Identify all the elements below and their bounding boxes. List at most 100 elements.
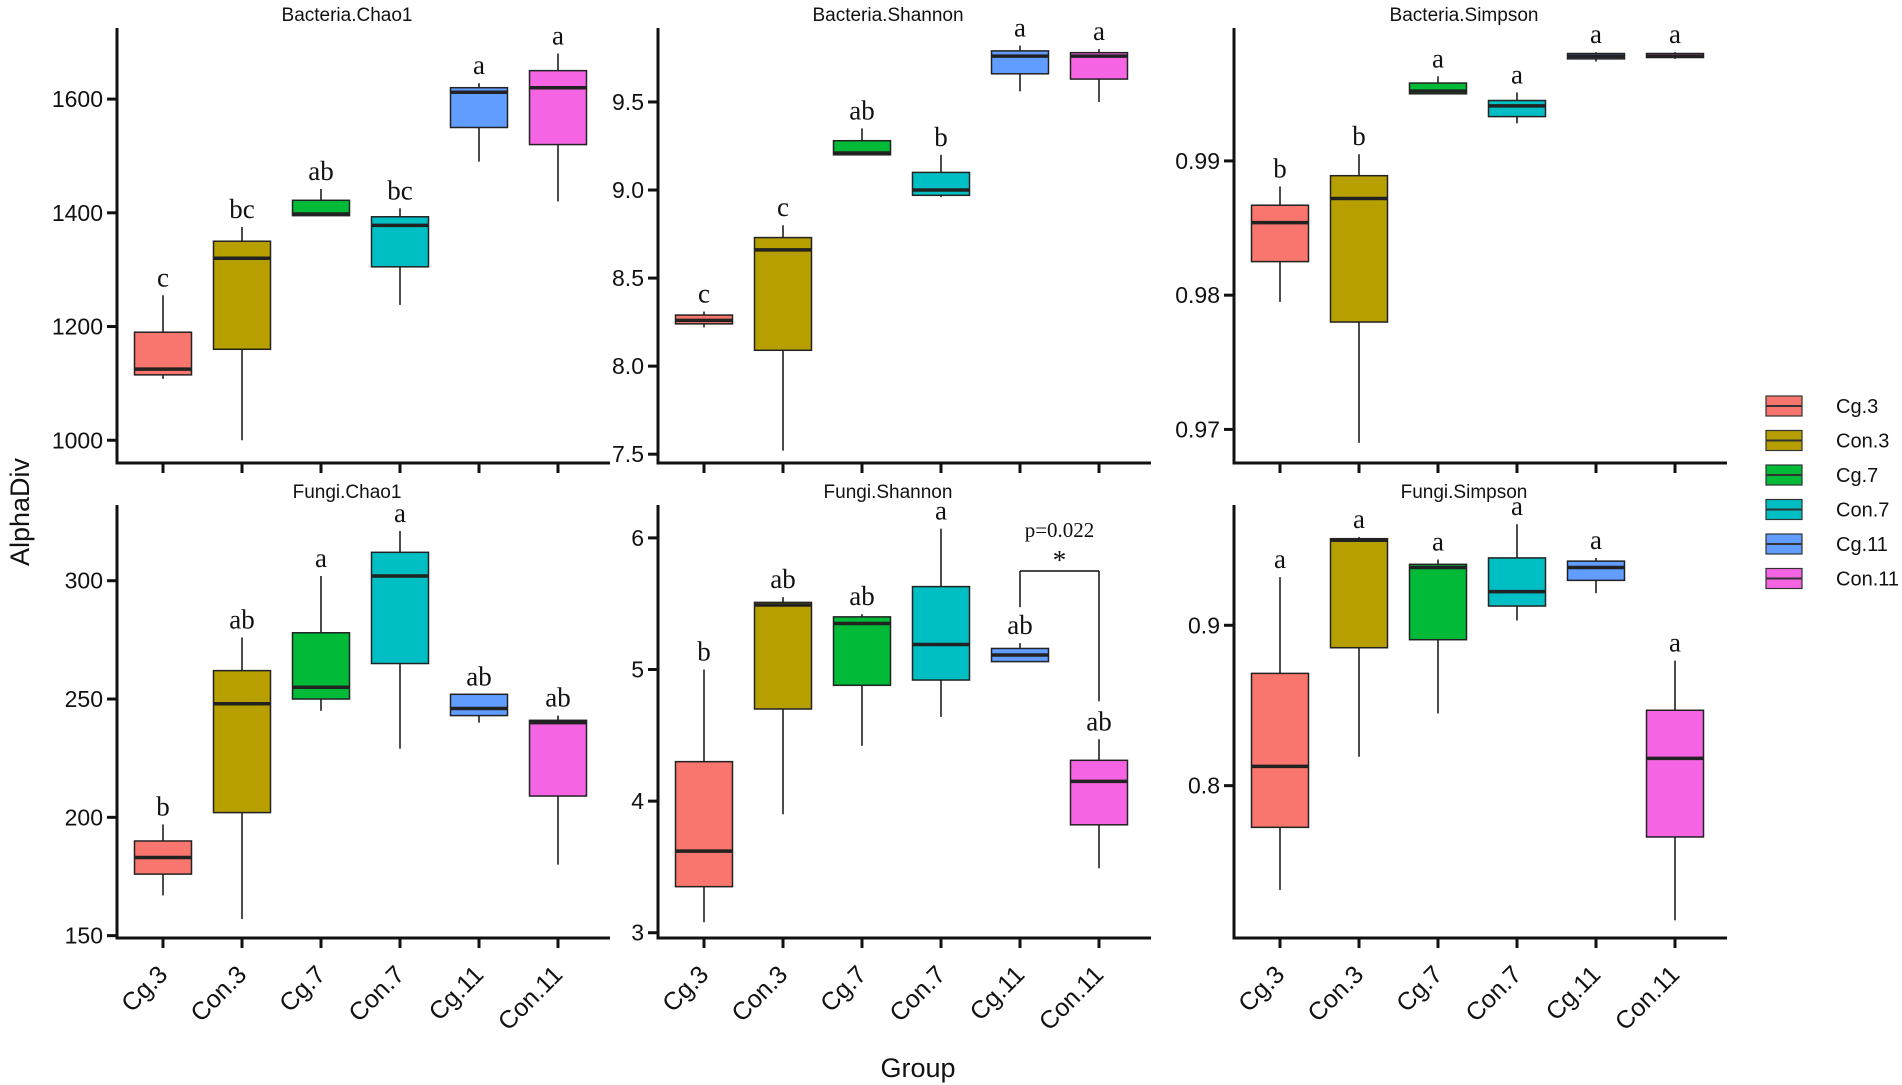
box-cg-11: ab	[449, 661, 509, 723]
box-body	[753, 601, 813, 710]
box-cg-7: a	[1408, 527, 1468, 714]
significance-letter: a	[1093, 16, 1105, 46]
box-con-3: a	[1329, 504, 1389, 757]
box-body	[1408, 563, 1468, 641]
significance-letter: ab	[545, 683, 570, 713]
legend-item-con-3: Con.3	[1765, 429, 1889, 453]
box-con-11: a	[528, 21, 588, 202]
significance-letter: a	[394, 498, 406, 528]
significance-letter: a	[1669, 19, 1681, 49]
y-tick-label: 8.5	[612, 265, 644, 291]
significance-letter: b	[156, 791, 170, 821]
significance-letter: bc	[387, 175, 413, 205]
box-con-11: ab	[1069, 706, 1129, 869]
y-axis-title: AlphaDiv	[5, 457, 35, 566]
y-tick-label: 0.98	[1175, 282, 1220, 308]
x-tick-label: Cg.3	[1233, 960, 1290, 1017]
x-tick-label: Con.3	[185, 960, 252, 1027]
legend-label: Cg.7	[1836, 465, 1878, 487]
box-con-7: a	[1487, 59, 1547, 124]
y-tick-label: 0.99	[1175, 148, 1220, 174]
x-tick-label: Cg.11	[1541, 960, 1607, 1026]
y-tick-label: 1200	[52, 314, 103, 340]
box-body	[990, 50, 1050, 75]
y-tick-label: 0.8	[1188, 773, 1220, 799]
box-cg-3: b	[674, 637, 734, 923]
legend: Cg.3 Con.3 Cg.7 Con.7 Cg.11 Con.11	[1765, 395, 1899, 591]
box-cg-11: a	[990, 13, 1050, 92]
legend-item-cg-3: Cg.3	[1765, 395, 1878, 418]
panel-title: Bacteria.Shannon	[812, 5, 963, 26]
significance-letter: a	[1511, 59, 1523, 89]
legend-label: Cg.11	[1836, 534, 1888, 556]
box-cg-3: c	[674, 279, 734, 328]
x-tick-label: Con.7	[1460, 960, 1527, 1027]
significance-letter: a	[473, 50, 485, 80]
significance-letter: b	[697, 637, 711, 667]
box-con-11: a	[1645, 19, 1705, 59]
box-body	[1645, 709, 1705, 838]
significance-letter: a	[1590, 19, 1602, 49]
panel-bacteria-simpson: Bacteria.Simpson 0.97 0.98 0.99 b b a a a a	[1175, 5, 1727, 473]
y-tick-label: 5	[631, 657, 644, 683]
panels-group: Bacteria.Chao11000120014001600cbcabbcaaB…	[52, 5, 1727, 1036]
x-axis-title: Group	[880, 1053, 955, 1083]
box-body	[832, 616, 892, 687]
x-tick-label: Con.3	[726, 960, 793, 1027]
x-tick-label: Con.11	[1610, 960, 1685, 1035]
box-cg-3: b	[133, 791, 193, 896]
significance-letter: ab	[849, 95, 874, 125]
legend-item-con-7: Con.7	[1765, 498, 1889, 522]
box-body	[370, 551, 430, 665]
x-tick-label: Con.3	[1302, 960, 1369, 1027]
x-tick-label: Cg.7	[1391, 960, 1448, 1017]
box-body	[753, 236, 813, 352]
significance-letter: a	[1014, 13, 1026, 43]
box-cg-3: b	[1250, 153, 1310, 302]
box-con-7: a	[370, 498, 430, 749]
significance-letter: ab	[466, 661, 491, 691]
box-con-3: c	[753, 192, 813, 451]
significance-letter: b	[1273, 153, 1287, 183]
panel-bacteria-shannon: Bacteria.Shannon 7.5 8.0 8.5 9.0 9.5 c c ab b a a	[612, 5, 1151, 473]
panel-title: Fungi.Simpson	[1401, 482, 1528, 503]
box-con-7: b	[911, 122, 971, 198]
y-tick-label: 9.0	[612, 177, 644, 203]
box-body	[1069, 759, 1129, 826]
panel-bacteria-chao1: Bacteria.Chao1 1000 1200 1400 1600 c bc ab bc a a	[52, 5, 610, 473]
significance-letter: a	[1511, 491, 1523, 521]
box-body	[1487, 557, 1547, 607]
box-body	[1329, 537, 1389, 649]
box-body	[291, 632, 351, 700]
box-body	[1408, 82, 1468, 95]
box-con-3: b	[1329, 121, 1389, 443]
significance-letter: a	[1432, 527, 1444, 557]
box-con-11: a	[1069, 16, 1129, 102]
x-tick-label: Con.11	[493, 960, 568, 1035]
box-cg-11: a	[449, 50, 509, 162]
box-body	[212, 669, 272, 814]
legend-item-con-11: Con.11	[1765, 567, 1899, 591]
box-cg-11: a	[1566, 525, 1626, 594]
panel-title: Bacteria.Chao1	[282, 5, 413, 26]
x-tick-label: Cg.3	[657, 960, 714, 1017]
significance-letter: ab	[1007, 610, 1032, 640]
box-con-11: a	[1645, 628, 1705, 921]
x-tick-label: Con.7	[343, 960, 410, 1027]
box-con-7: a	[1487, 491, 1547, 621]
box-cg-7: ab	[832, 95, 892, 156]
significance-letter: ab	[308, 156, 333, 186]
significance-letter: a	[1274, 544, 1286, 574]
significance-letter: c	[157, 262, 169, 292]
legend-label: Con.3	[1836, 431, 1889, 453]
significance-letter: a	[935, 496, 947, 526]
box-body	[528, 69, 588, 146]
significance-letter: ab	[1086, 706, 1111, 736]
box-cg-3: a	[1250, 544, 1310, 890]
box-con-7: a	[911, 496, 971, 717]
y-tick-label: 1400	[52, 200, 103, 226]
box-con-3: ab	[753, 564, 813, 815]
x-tick-label: Cg.11	[424, 960, 490, 1026]
